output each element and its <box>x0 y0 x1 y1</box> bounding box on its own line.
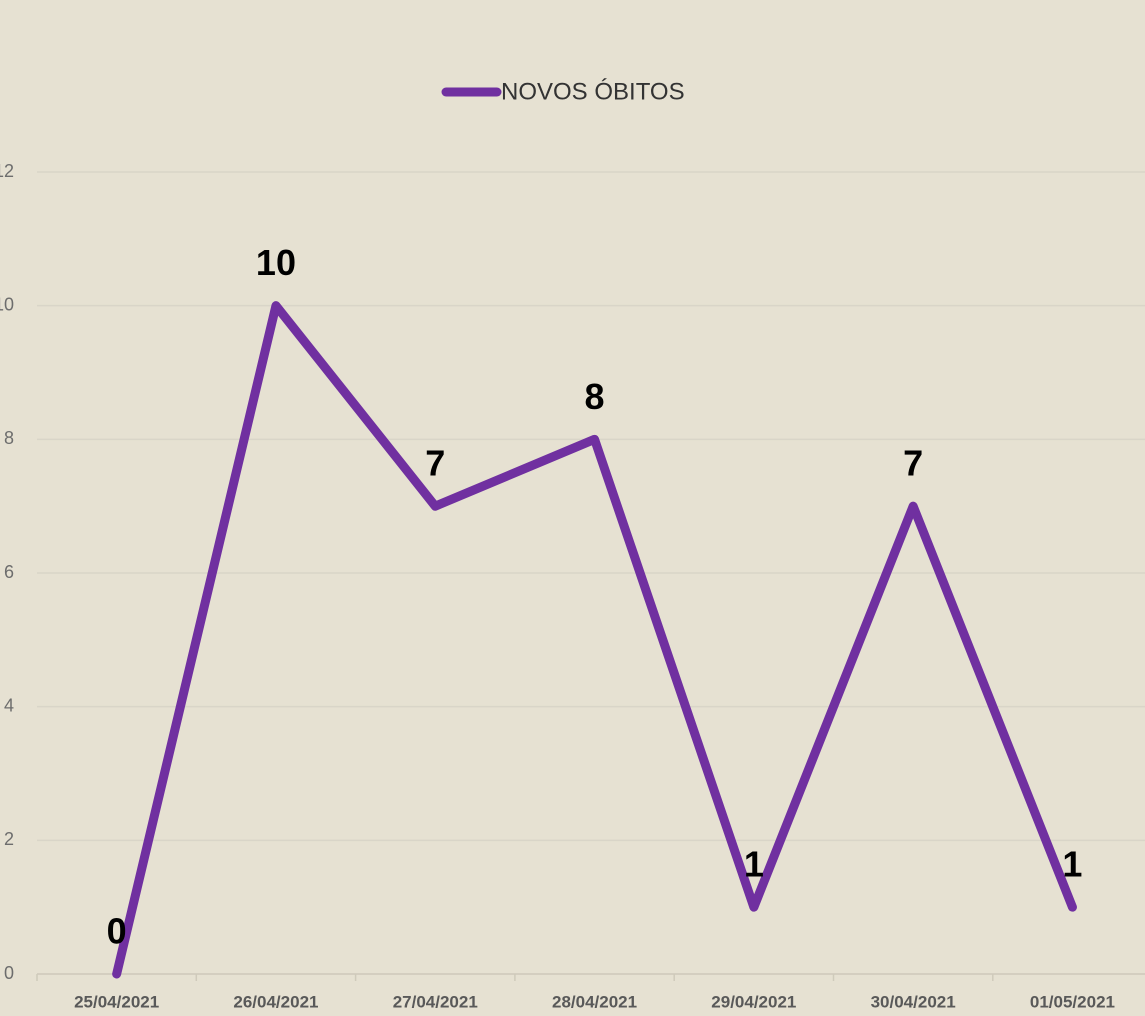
data-label: 10 <box>256 242 296 283</box>
x-tick-label: 25/04/2021 <box>74 992 159 1011</box>
x-tick-label: 27/04/2021 <box>393 992 478 1011</box>
series-line <box>112 301 1077 979</box>
y-tick-label: 10 <box>0 294 14 314</box>
y-tick-label: 0 <box>4 963 14 983</box>
y-tick-label: 12 <box>0 161 14 181</box>
legend-label: NOVOS ÓBITOS <box>501 78 685 105</box>
y-tick-label: 2 <box>4 829 14 849</box>
x-tick-label: 29/04/2021 <box>711 992 796 1011</box>
y-tick-label: 8 <box>4 428 14 448</box>
data-label: 7 <box>903 443 923 484</box>
data-label: 8 <box>585 376 605 417</box>
y-tick-label: 6 <box>4 562 14 582</box>
data-label: 1 <box>744 844 764 885</box>
x-tick-label: 28/04/2021 <box>552 992 637 1011</box>
data-label: 0 <box>107 911 127 952</box>
data-label: 1 <box>1062 844 1082 885</box>
x-tick-label: 30/04/2021 <box>871 992 956 1011</box>
x-tick-label: 01/05/2021 <box>1030 992 1115 1011</box>
data-label: 7 <box>425 443 445 484</box>
y-tick-label: 4 <box>4 695 14 715</box>
x-tick-label: 26/04/2021 <box>233 992 318 1011</box>
